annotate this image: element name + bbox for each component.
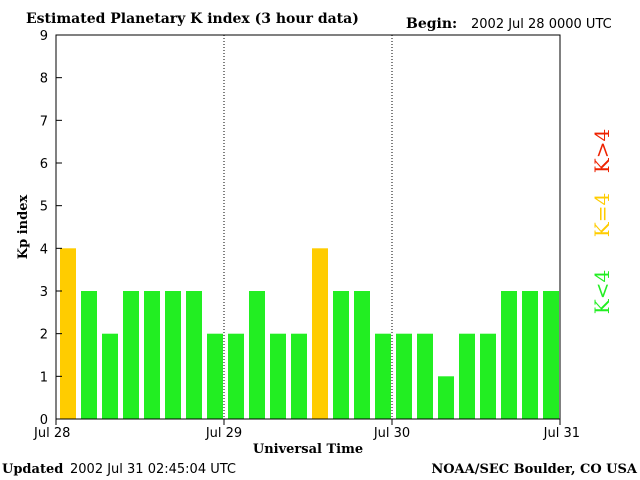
kp-bar	[60, 248, 76, 419]
kp-bar	[186, 291, 202, 419]
x-tick-label: Jul 30	[373, 426, 410, 441]
x-axis-title: Universal Time	[253, 442, 363, 457]
chart-title: Estimated Planetary K index (3 hour data…	[26, 11, 359, 27]
kp-bar	[396, 333, 412, 419]
kp-bar	[228, 333, 244, 419]
kp-bar	[270, 333, 286, 419]
bar-series	[60, 248, 559, 419]
begin-label: Begin:	[406, 16, 457, 32]
y-tick-label: 0	[40, 413, 48, 428]
kp-bar	[291, 333, 307, 419]
y-tick-label: 1	[40, 370, 48, 385]
y-axis-ticks: 0 1 2 3 4 5 6 7 8 9	[40, 29, 62, 428]
plot-frame	[55, 34, 561, 420]
updated-value: 2002 Jul 31 02:45:04 UTC	[70, 462, 236, 477]
kp-bar	[543, 291, 559, 419]
kp-bar	[144, 291, 160, 419]
kp-bar	[333, 291, 349, 419]
updated-label: Updated	[2, 462, 63, 477]
kp-bar	[249, 291, 265, 419]
legend-above-4: K>4	[590, 129, 614, 173]
kp-bar	[123, 291, 139, 419]
kp-bar	[501, 291, 517, 419]
kp-bar	[354, 291, 370, 419]
y-tick-label: 5	[40, 200, 48, 215]
y-tick-label: 4	[40, 242, 48, 257]
kp-bar	[417, 333, 433, 419]
begin-value: 2002 Jul 28 0000 UTC	[471, 17, 612, 32]
kp-bar	[81, 291, 97, 419]
legend-below-4: K<4	[590, 270, 614, 314]
kp-bar	[375, 333, 391, 419]
kp-bar	[459, 333, 475, 419]
y-tick-label: 9	[40, 29, 48, 44]
legend-equal-4: K=4	[590, 193, 614, 237]
x-tick-label: Jul 28	[33, 426, 70, 441]
kp-bar	[165, 291, 181, 419]
day-separators	[223, 35, 393, 419]
x-tick-label: Jul 31	[543, 426, 580, 441]
y-tick-label: 8	[40, 72, 48, 87]
y-tick-label: 6	[40, 157, 48, 172]
kp-bar	[438, 376, 454, 419]
kp-bar	[102, 333, 118, 419]
y-tick-label: 7	[40, 114, 48, 129]
source-credit: NOAA/SEC Boulder, CO USA	[431, 462, 638, 477]
kp-bar	[312, 248, 328, 419]
y-axis-title: Kp index	[16, 195, 31, 260]
y-tick-label: 2	[40, 328, 48, 343]
kp-bar	[522, 291, 538, 419]
kp-bar	[480, 333, 496, 419]
x-axis-ticks: Jul 28 Jul 29 Jul 30 Jul 31	[33, 419, 580, 441]
x-tick-label: Jul 29	[205, 426, 242, 441]
y-tick-label: 3	[40, 285, 48, 300]
kp-bar	[207, 333, 223, 419]
